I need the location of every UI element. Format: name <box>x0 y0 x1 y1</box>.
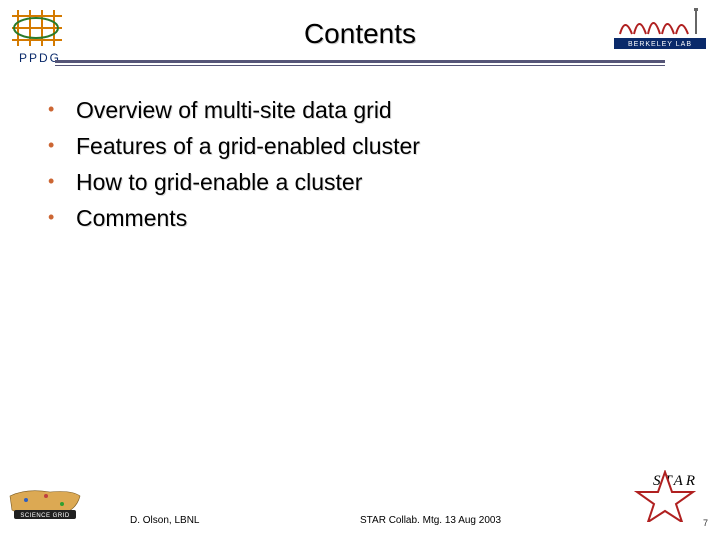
title-divider <box>55 60 665 66</box>
bullet-text: Comments <box>76 203 187 233</box>
bullet-list: • Overview of multi-site data grid • Fea… <box>48 95 660 233</box>
bullet-text: How to grid-enable a cluster <box>76 167 362 197</box>
content-area: • Overview of multi-site data grid • Fea… <box>48 95 660 239</box>
svg-text:SCIENCE GRID: SCIENCE GRID <box>20 513 70 519</box>
bullet-item: • Overview of multi-site data grid <box>48 95 660 125</box>
footer-author: D. Olson, LBNL <box>130 515 199 526</box>
footer: SCIENCE GRID D. Olson, LBNL STAR Collab.… <box>0 484 720 530</box>
bullet-item: • Comments <box>48 203 660 233</box>
bullet-dot-icon: • <box>48 95 76 123</box>
bullet-item: • Features of a grid-enabled cluster <box>48 131 660 161</box>
bullet-item: • How to grid-enable a cluster <box>48 167 660 197</box>
science-grid-logo: SCIENCE GRID <box>6 486 84 524</box>
bullet-dot-icon: • <box>48 203 76 231</box>
bullet-dot-icon: • <box>48 167 76 195</box>
bullet-text: Features of a grid-enabled cluster <box>76 131 420 161</box>
footer-venue: STAR Collab. Mtg. 13 Aug 2003 <box>360 515 501 526</box>
page-number: 7 <box>703 518 708 528</box>
slide-title: Contents <box>0 18 720 50</box>
bullet-dot-icon: • <box>48 131 76 159</box>
bullet-text: Overview of multi-site data grid <box>76 95 392 125</box>
slide: PPDG BERKELEY LAB Contents • <box>0 0 720 540</box>
star-logo <box>628 470 702 522</box>
